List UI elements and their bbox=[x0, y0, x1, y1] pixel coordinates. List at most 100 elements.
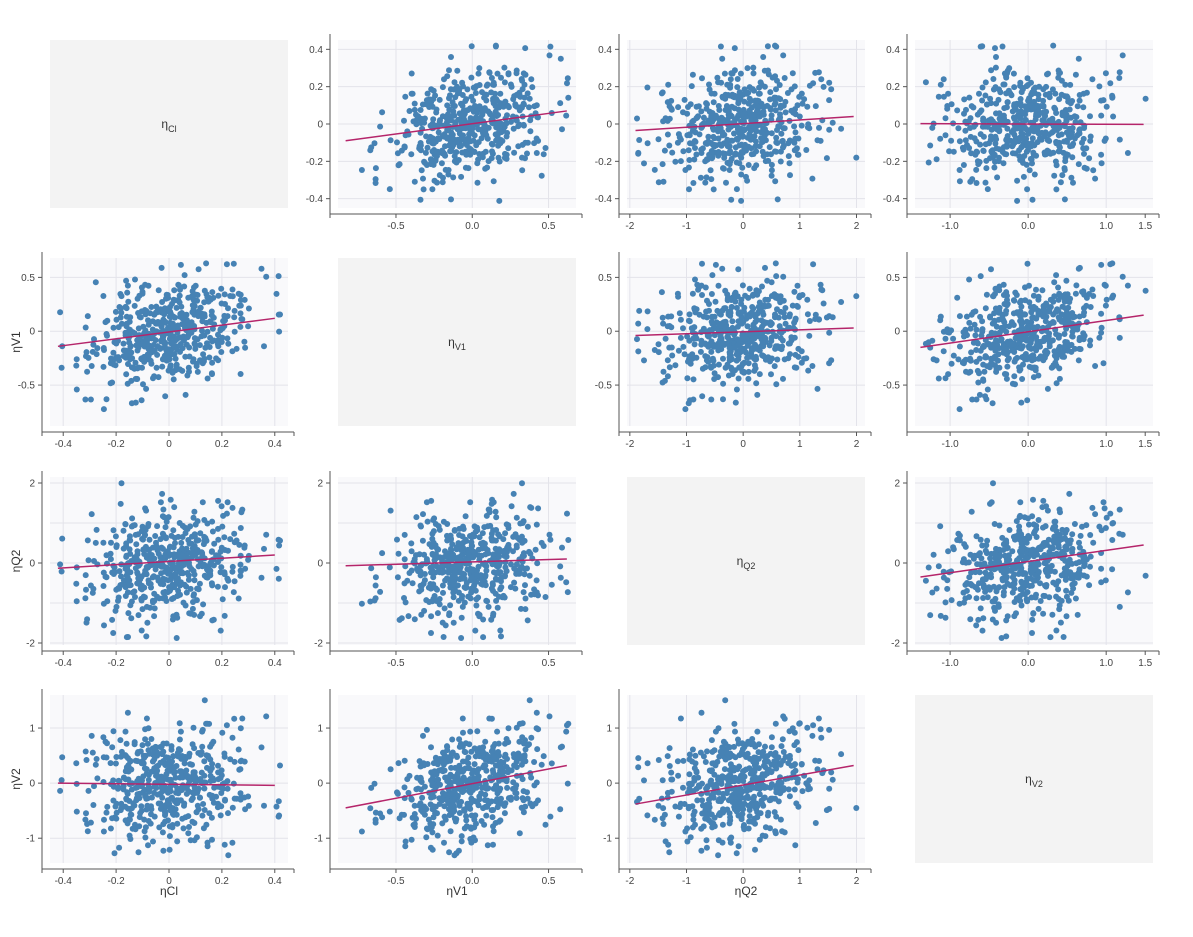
data-point bbox=[201, 287, 208, 294]
data-point bbox=[453, 546, 460, 553]
data-point bbox=[777, 114, 784, 121]
data-point bbox=[123, 553, 130, 560]
data-point bbox=[1042, 112, 1048, 119]
data-point bbox=[1047, 568, 1054, 574]
data-point bbox=[693, 354, 700, 361]
y-tick-label: 0.2 bbox=[598, 82, 612, 93]
data-point bbox=[1058, 572, 1065, 579]
data-point bbox=[1089, 76, 1096, 83]
data-point bbox=[782, 320, 789, 327]
data-point bbox=[82, 572, 89, 579]
data-point bbox=[720, 165, 726, 172]
x-tick-label: 1.5 bbox=[1138, 658, 1152, 669]
data-point bbox=[432, 156, 439, 163]
data-point bbox=[526, 572, 533, 579]
data-point bbox=[198, 610, 205, 617]
data-point bbox=[1018, 135, 1025, 142]
data-point bbox=[439, 147, 446, 154]
data-point bbox=[261, 802, 267, 809]
data-point bbox=[468, 43, 475, 50]
data-point bbox=[454, 67, 461, 74]
data-point bbox=[408, 70, 415, 77]
data-point bbox=[982, 547, 989, 554]
data-point bbox=[722, 287, 729, 294]
data-point bbox=[1024, 336, 1031, 343]
data-point bbox=[1063, 527, 1070, 534]
data-point bbox=[812, 69, 819, 76]
data-point bbox=[1073, 560, 1080, 567]
data-point bbox=[402, 599, 409, 606]
data-point bbox=[401, 117, 407, 124]
y-tick-label: -2 bbox=[891, 639, 900, 650]
data-point bbox=[459, 102, 466, 109]
data-point bbox=[169, 320, 176, 327]
data-point bbox=[231, 530, 238, 537]
data-point bbox=[945, 548, 952, 555]
data-point bbox=[73, 598, 80, 605]
data-point bbox=[221, 291, 228, 298]
data-point bbox=[167, 496, 174, 503]
data-point bbox=[498, 137, 504, 143]
data-point bbox=[1003, 151, 1010, 158]
data-point bbox=[1063, 151, 1070, 158]
data-point bbox=[527, 128, 534, 135]
data-point bbox=[728, 304, 735, 310]
data-point bbox=[540, 151, 547, 158]
data-point bbox=[717, 43, 724, 50]
data-point bbox=[973, 595, 980, 602]
data-point bbox=[419, 101, 426, 108]
data-point bbox=[185, 364, 192, 371]
data-point bbox=[997, 89, 1004, 96]
data-point bbox=[733, 386, 740, 393]
data-point bbox=[1030, 105, 1037, 112]
data-point bbox=[131, 302, 138, 309]
data-point bbox=[1006, 137, 1013, 144]
data-point bbox=[675, 104, 682, 111]
data-point bbox=[753, 345, 760, 352]
data-point bbox=[411, 616, 418, 623]
data-point bbox=[245, 305, 252, 312]
data-point bbox=[990, 86, 997, 93]
data-point bbox=[430, 96, 437, 103]
data-point bbox=[524, 565, 530, 572]
data-point bbox=[1010, 141, 1017, 148]
data-point bbox=[967, 368, 974, 375]
data-point bbox=[510, 548, 516, 555]
scatter-panel-cl-vs-v2: -0.4 -0.2 0 0.2 0.4-101 bbox=[26, 689, 295, 887]
data-point bbox=[371, 140, 378, 147]
data-point bbox=[1050, 42, 1057, 49]
data-point bbox=[229, 563, 236, 570]
data-point bbox=[729, 318, 736, 325]
data-point bbox=[401, 531, 408, 538]
data-point bbox=[768, 161, 775, 168]
data-point bbox=[704, 101, 710, 108]
data-point bbox=[1096, 334, 1103, 341]
x-tick-label: 1.0 bbox=[1099, 439, 1113, 450]
data-point bbox=[765, 71, 772, 78]
data-point bbox=[935, 563, 942, 570]
data-point bbox=[1026, 96, 1033, 103]
data-point bbox=[450, 551, 457, 558]
data-point bbox=[636, 307, 643, 314]
data-point bbox=[140, 323, 147, 330]
data-point bbox=[57, 787, 64, 794]
data-point bbox=[929, 124, 936, 131]
data-point bbox=[172, 338, 178, 344]
data-point bbox=[746, 285, 753, 292]
data-point bbox=[989, 320, 996, 327]
data-point bbox=[675, 347, 682, 354]
data-point bbox=[999, 43, 1006, 50]
data-point bbox=[1028, 345, 1035, 352]
data-point bbox=[215, 357, 222, 364]
data-point bbox=[997, 337, 1004, 344]
data-point bbox=[1029, 196, 1036, 203]
data-point bbox=[154, 523, 161, 530]
data-point bbox=[1001, 105, 1008, 112]
scatter-panel-v1-vs-q2: -0.5 0.0 0.5-202 bbox=[314, 471, 583, 669]
data-point bbox=[709, 110, 716, 116]
data-point bbox=[759, 352, 766, 359]
data-point bbox=[806, 332, 813, 339]
data-point bbox=[435, 129, 442, 136]
data-point bbox=[989, 598, 996, 605]
data-point bbox=[710, 186, 717, 193]
